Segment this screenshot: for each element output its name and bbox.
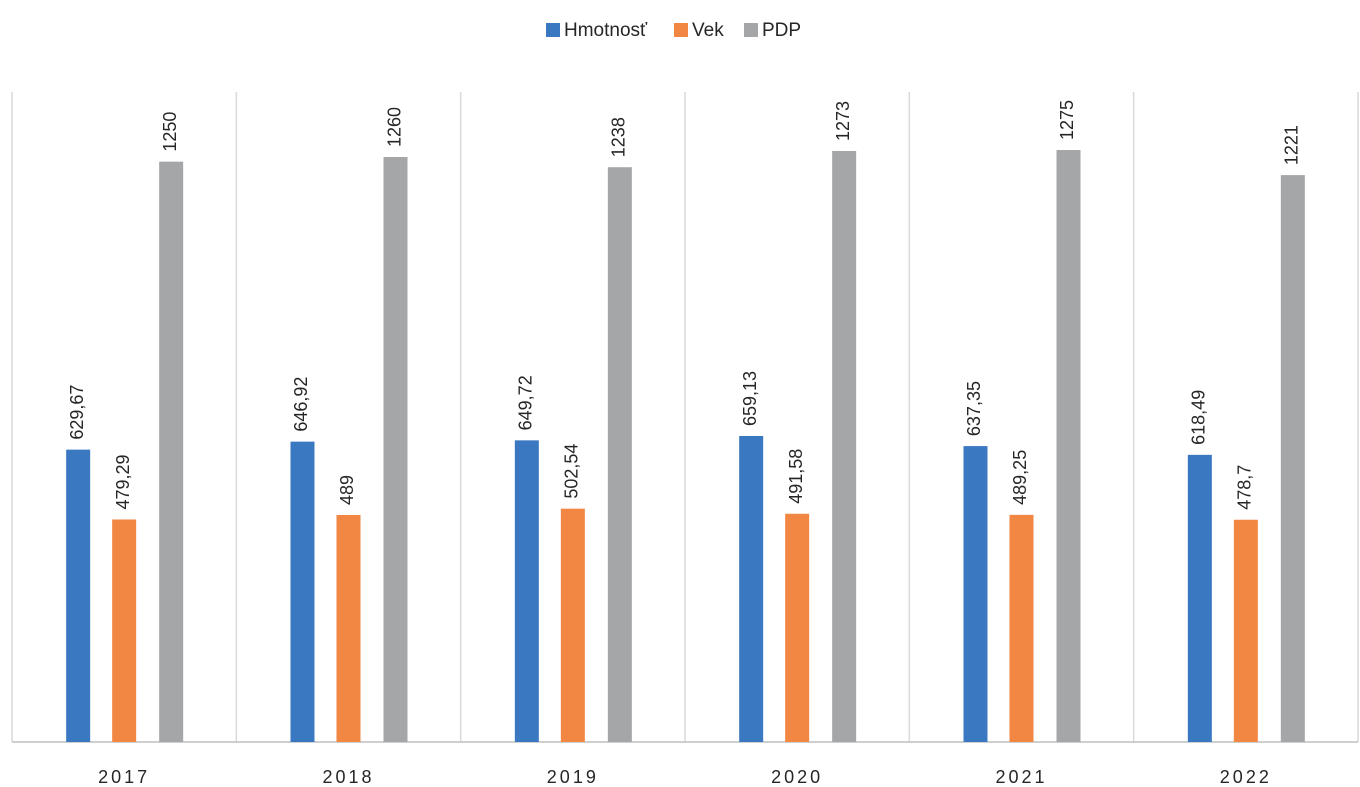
bar [159,161,184,743]
data-label: 1250 [160,112,180,152]
legend-swatch [546,23,560,37]
data-label: 646,92 [291,377,311,432]
data-label: 491,58 [786,449,806,504]
legend-label: Hmotnosť [564,20,648,41]
data-label: 489 [337,475,357,505]
data-label: 659,13 [740,371,760,426]
legend-label: PDP [762,20,801,41]
data-label: 629,67 [67,385,87,440]
data-label: 1275 [1057,100,1077,140]
data-label: 489,25 [1010,450,1030,505]
bar [290,441,315,742]
data-label: 1221 [1282,125,1302,165]
x-tick-label: 2020 [771,767,823,787]
data-label: 479,29 [113,454,133,509]
x-tick-label: 2018 [322,767,374,787]
x-tick-label: 2021 [995,767,1047,787]
data-label: 1238 [609,117,629,157]
data-label: 1273 [833,101,853,141]
data-label: 618,49 [1189,390,1209,445]
bar [1056,150,1081,743]
legend-label: Vek [692,20,724,41]
bar [383,157,408,742]
legend-swatch [674,23,688,37]
bar [1233,519,1258,742]
bar [1009,514,1034,742]
bar [66,449,91,742]
bar [607,167,632,742]
x-tick-label: 2019 [547,767,599,787]
bar [832,150,857,742]
bar [336,514,361,742]
legend-swatch [744,23,758,37]
data-label: 502,54 [562,444,582,499]
x-tick-label: 2022 [1220,767,1272,787]
data-label: 637,35 [964,381,984,436]
bar [1280,175,1305,742]
bar [560,508,585,742]
bar [963,446,988,742]
x-tick-label: 2017 [98,767,150,787]
bar [514,440,539,742]
bar [785,513,810,742]
data-label: 1260 [384,107,404,147]
bar [1187,454,1212,742]
data-label: 649,72 [516,375,536,430]
data-label: 478,7 [1235,465,1255,510]
bar [112,519,137,742]
bar [739,435,764,742]
